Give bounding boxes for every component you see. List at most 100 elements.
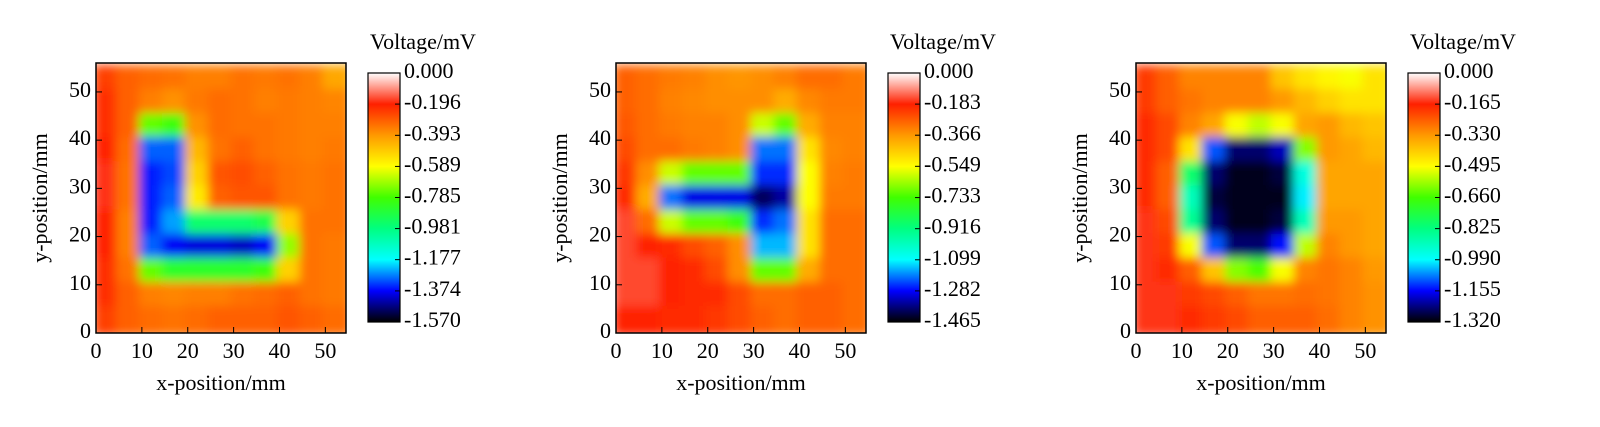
heatmap-cell (1362, 137, 1386, 168)
colorbar-tick-label: -0.196 (404, 89, 461, 114)
heatmap-cell (1362, 257, 1386, 288)
x-tick-label: 10 (1171, 338, 1193, 363)
colorbar-tick-label: -0.825 (1444, 214, 1501, 239)
y-tick-label: 0 (1120, 318, 1131, 343)
x-tick-label: 50 (834, 338, 856, 363)
heatmap-cell (1362, 185, 1386, 216)
heatmap-cell (322, 281, 346, 312)
colorbar-tick-label: -0.165 (1444, 89, 1501, 114)
colorbar-tick-label: -0.495 (1444, 151, 1501, 176)
x-axis-label: x-position/mm (156, 370, 286, 395)
heatmap-area (96, 64, 346, 333)
heatmap-cell (322, 113, 346, 144)
colorbar-tick-label: -0.981 (404, 214, 461, 239)
colorbar-tick-label: -1.282 (924, 276, 981, 301)
colorbar-tick-label: -0.916 (924, 214, 981, 239)
heatmap-cell (1362, 305, 1386, 333)
x-tick-label: 30 (1263, 338, 1285, 363)
y-tick-label: 30 (69, 173, 91, 198)
heatmap-cell (1362, 64, 1386, 95)
colorbar-tick-label: -1.099 (924, 245, 981, 270)
y-tick-label: 50 (69, 77, 91, 102)
heatmap-cell (322, 185, 346, 216)
heatmap-cell (1362, 88, 1386, 120)
y-axis-label: y-position/mm (547, 133, 572, 263)
panel: 0 10 20 30 40 50 0 10 20 30 40 50 x-position/mm y-pos… (27, 29, 476, 395)
heatmap-cells (1136, 64, 1386, 333)
y-tick-label: 0 (80, 318, 91, 343)
x-tick-label: 40 (1308, 338, 1330, 363)
heatmap-cell (842, 137, 866, 168)
y-tick-label: 10 (589, 270, 611, 295)
x-tick-label: 0 (611, 338, 622, 363)
heatmap-cell (322, 257, 346, 288)
y-tick-label: 50 (1109, 77, 1131, 102)
heatmap-cell (322, 64, 346, 95)
x-tick-label: 30 (743, 338, 765, 363)
x-tick-label: 40 (268, 338, 290, 363)
colorbar-title: Voltage/mV (370, 29, 476, 54)
colorbar-tick-label: -0.549 (924, 151, 981, 176)
colorbar-tick-label: -1.177 (404, 245, 461, 270)
colorbar (1407, 72, 1441, 323)
y-tick-label: 50 (589, 77, 611, 102)
colorbar-tick-label: -0.733 (924, 183, 981, 208)
panel: 0 10 20 30 40 50 0 10 20 30 40 50 x-position/mm y-pos… (1067, 29, 1516, 395)
colorbar-tick-label: -0.660 (1444, 183, 1501, 208)
colorbar-tick-label: -0.330 (1444, 120, 1501, 145)
heatmap-cells (616, 64, 866, 333)
heatmap-cell (842, 185, 866, 216)
y-tick-label: 0 (600, 318, 611, 343)
heatmap-cell (842, 113, 866, 144)
x-tick-label: 30 (223, 338, 245, 363)
colorbar-tick-label: -0.589 (404, 151, 461, 176)
colorbar-tick-label: -1.155 (1444, 276, 1501, 301)
y-tick-label: 10 (1109, 270, 1131, 295)
heatmap-cell (322, 305, 346, 333)
y-tick-label: 10 (69, 270, 91, 295)
y-tick-label: 20 (589, 222, 611, 247)
x-tick-label: 20 (1217, 338, 1239, 363)
x-tick-label: 10 (131, 338, 153, 363)
heatmap-cell (842, 233, 866, 264)
heatmap-cell (1362, 233, 1386, 264)
y-tick-label: 30 (589, 173, 611, 198)
heatmap-area (616, 64, 866, 333)
colorbar-tick-label: -0.393 (404, 120, 461, 145)
x-tick-label: 50 (1354, 338, 1376, 363)
heatmap-cell (1362, 161, 1386, 192)
y-tick-label: 40 (69, 125, 91, 150)
plot-frame (615, 62, 867, 334)
plot-frame (95, 62, 347, 334)
heatmap-area (1136, 64, 1386, 333)
colorbar-title: Voltage/mV (1410, 29, 1516, 54)
x-tick-label: 0 (1131, 338, 1142, 363)
x-tick-label: 10 (651, 338, 673, 363)
heatmap-cell (1362, 113, 1386, 144)
colorbar-tick-label: -0.366 (924, 120, 981, 145)
heatmap-cell (322, 209, 346, 240)
heatmap-cell (842, 88, 866, 120)
colorbar-tick-label: 0.000 (924, 58, 974, 83)
heatmap-cell (842, 257, 866, 288)
heatmap-cells (96, 64, 346, 333)
heatmap-cell (322, 161, 346, 192)
colorbar (367, 72, 401, 323)
y-axis-label: y-position/mm (1067, 133, 1092, 263)
heatmap-cell (842, 64, 866, 95)
heatmap-cell (322, 233, 346, 264)
x-tick-label: 20 (177, 338, 199, 363)
heatmap-cell (842, 281, 866, 312)
y-tick-label: 30 (1109, 173, 1131, 198)
x-tick-label: 40 (788, 338, 810, 363)
y-tick-label: 20 (1109, 222, 1131, 247)
heatmap-cell (322, 137, 346, 168)
x-axis-label: x-position/mm (1196, 370, 1326, 395)
colorbar (887, 72, 921, 323)
colorbar-tick-label: -1.465 (924, 307, 981, 332)
heatmap-cell (322, 88, 346, 120)
heatmap-cell (1362, 209, 1386, 240)
colorbar-tick-label: -1.570 (404, 307, 461, 332)
